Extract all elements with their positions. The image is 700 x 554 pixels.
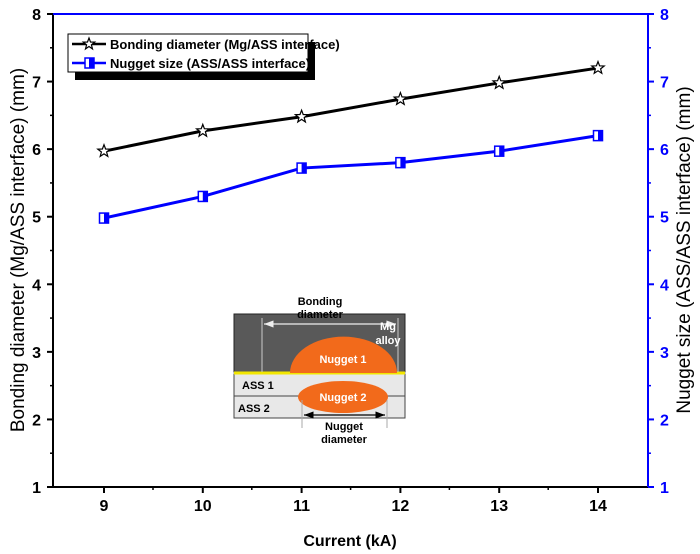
y-tick-label-left: 6 [32,142,41,159]
data-point-square-fill [301,163,307,174]
data-point-square-fill [598,130,603,141]
y-tick-label-right: 6 [660,142,669,159]
series-line-1 [103,134,599,220]
nugget2-shape [298,381,388,413]
y-tick-label-right: 8 [660,7,669,24]
ass2-label: ASS 2 [238,403,270,415]
y-tick-label-left: 4 [32,277,41,294]
data-point-star [491,74,508,90]
y-tick-label-right: 5 [660,210,669,227]
legend-label-1: Nugget size (ASS/ASS interface) [110,56,310,71]
nugget-diameter-label-2: diameter [321,434,368,446]
data-point-square-fill [202,191,208,202]
nugget1-shape [290,336,397,373]
y-tick-label-left: 2 [32,412,41,429]
data-point-star [96,142,112,158]
x-tick-label: 14 [589,498,607,515]
mg-label-1: Mg [380,321,396,333]
y-axis-right-label: Nugget size (ASS/ASS interface) (mm) [674,86,695,413]
x-tick-label: 9 [100,498,109,515]
inset-diagram: Bonding diameter Mg alloy Nugget 1 Nugge… [233,296,406,446]
y-axis-left-label: Bonding diameter (Mg/ASS interface) (mm) [8,68,29,432]
legend-label-0: Bonding diameter (Mg/ASS interface) [110,37,340,52]
y-tick-label-left: 3 [32,345,41,362]
y-tick-label-left: 8 [32,7,41,24]
data-point-square-fill [499,146,504,157]
bonding-label-2: diameter [297,309,344,321]
series-line-0 [103,66,599,153]
mg-label-2: alloy [375,335,401,347]
y-tick-label-right: 3 [660,345,669,362]
nugget1-label: Nugget 1 [319,354,366,366]
legend-box [67,33,309,73]
x-tick-label: 13 [490,498,508,515]
legend: Bonding diameter (Mg/ASS interface) Nugg… [67,33,340,80]
data-point-square-fill [400,157,405,168]
x-tick-label: 11 [293,498,310,515]
y-tick-label-right: 1 [660,480,669,497]
legend-star-icon [81,36,97,51]
data-point-square-fill [104,213,109,224]
y-tick-label-right: 2 [660,412,669,429]
data-point-star [392,90,409,106]
y-tick-label-left: 7 [32,75,41,92]
ass1-label: ASS 1 [242,380,274,392]
nugget-diameter-label-1: Nugget [325,421,363,433]
y-tick-label-left: 5 [32,210,41,227]
data-point-star [194,122,211,138]
data-point-star [293,108,310,124]
y-tick-label-left: 1 [32,480,41,497]
y-tick-label-right: 7 [660,75,669,92]
y-tick-label-right: 4 [660,277,669,294]
data-point-star [590,59,606,75]
x-tick-label: 12 [392,498,410,515]
x-axis-label: Current (kA) [303,533,396,550]
x-tick-label: 10 [194,498,212,515]
bonding-label-1: Bonding [298,296,343,308]
nugget2-label: Nugget 2 [319,392,366,404]
